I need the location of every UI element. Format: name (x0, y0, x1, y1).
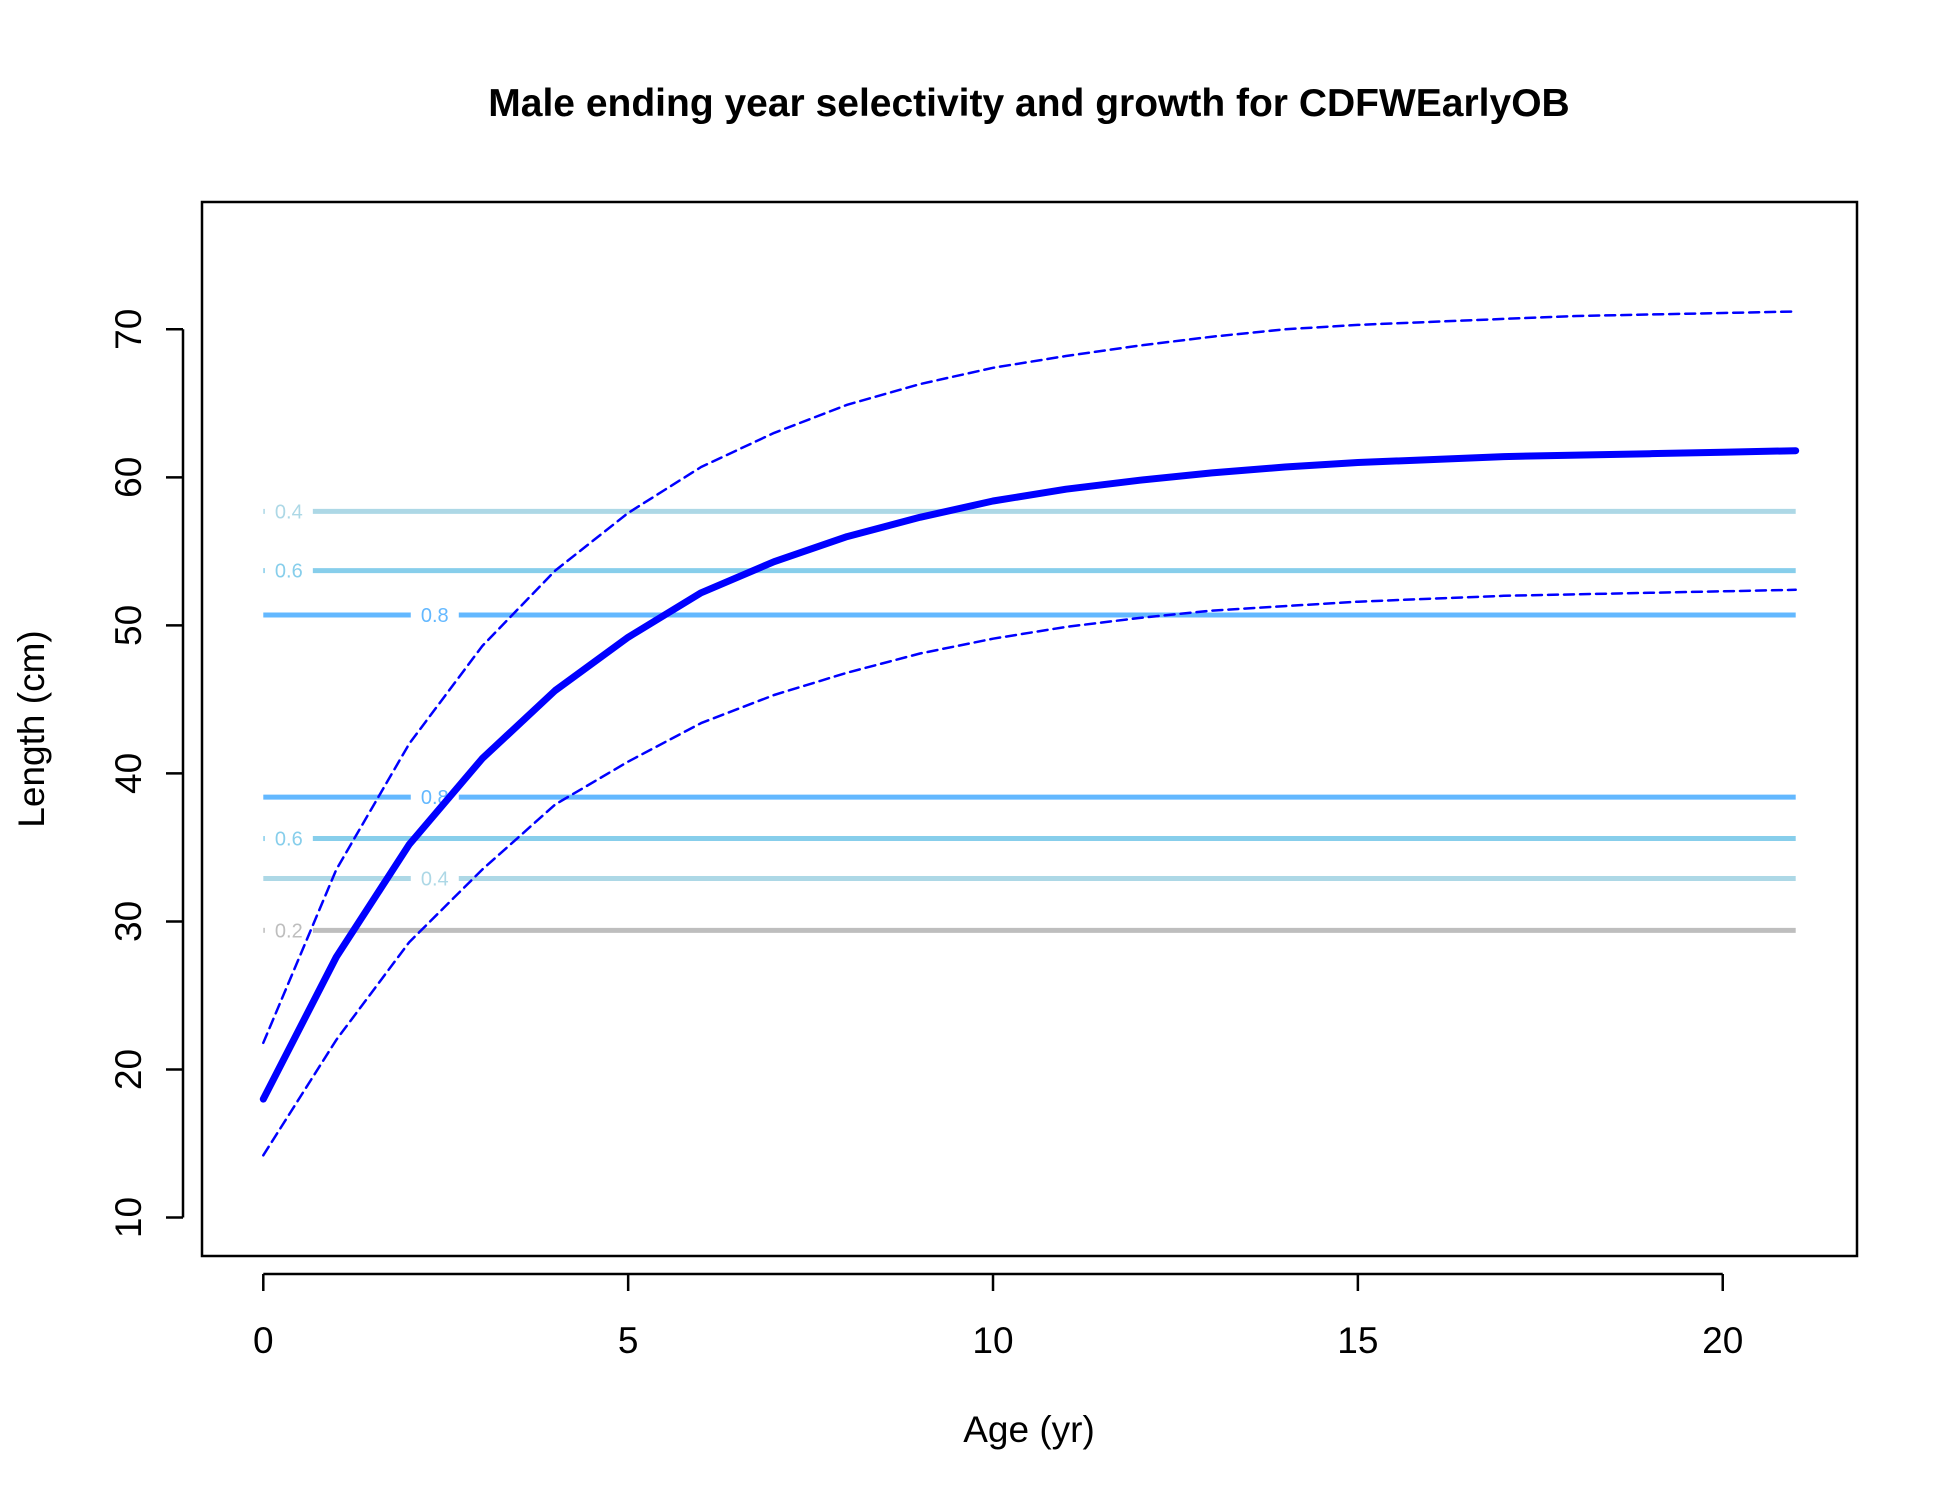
y-tick-label: 50 (108, 605, 149, 646)
contour-label: 0.6 (275, 829, 303, 851)
mean-length-line (259, 447, 1800, 1103)
x-axis-label: Age (yr) (963, 1409, 1095, 1450)
contour-layer: 0.40.60.80.80.60.40.2 (263, 501, 1796, 942)
x-tick-label: 15 (1337, 1320, 1378, 1361)
y-tick-label: 20 (108, 1049, 149, 1090)
y-tick-label: 30 (108, 901, 149, 942)
x-tick-label: 20 (1702, 1320, 1743, 1361)
series-layer (259, 310, 1800, 1157)
chart-title: Male ending year selectivity and growth … (488, 82, 1569, 125)
plot-frame (200, 200, 1859, 1258)
upper-bound-line (262, 310, 1797, 1045)
lower-bound-line (262, 588, 1797, 1157)
contour-label: 0.6 (275, 561, 303, 583)
x-tick-label: 5 (618, 1320, 639, 1361)
contour-label: 0.2 (275, 920, 303, 942)
x-tick-label: 0 (253, 1320, 274, 1361)
contour-label: 0.4 (275, 501, 303, 523)
y-axis: 10 20 30 40 50 60 70 (108, 309, 185, 1238)
x-axis: 0 5 10 15 20 (253, 1272, 1743, 1361)
y-tick-label: 10 (108, 1197, 149, 1238)
y-tick-label: 70 (108, 309, 149, 350)
y-tick-label: 40 (108, 753, 149, 794)
contour-label: 0.8 (421, 605, 449, 627)
y-axis-label: Length (cm) (11, 630, 52, 827)
x-tick-label: 10 (972, 1320, 1013, 1361)
y-tick-label: 60 (108, 457, 149, 498)
contour-label: 0.4 (421, 869, 449, 891)
